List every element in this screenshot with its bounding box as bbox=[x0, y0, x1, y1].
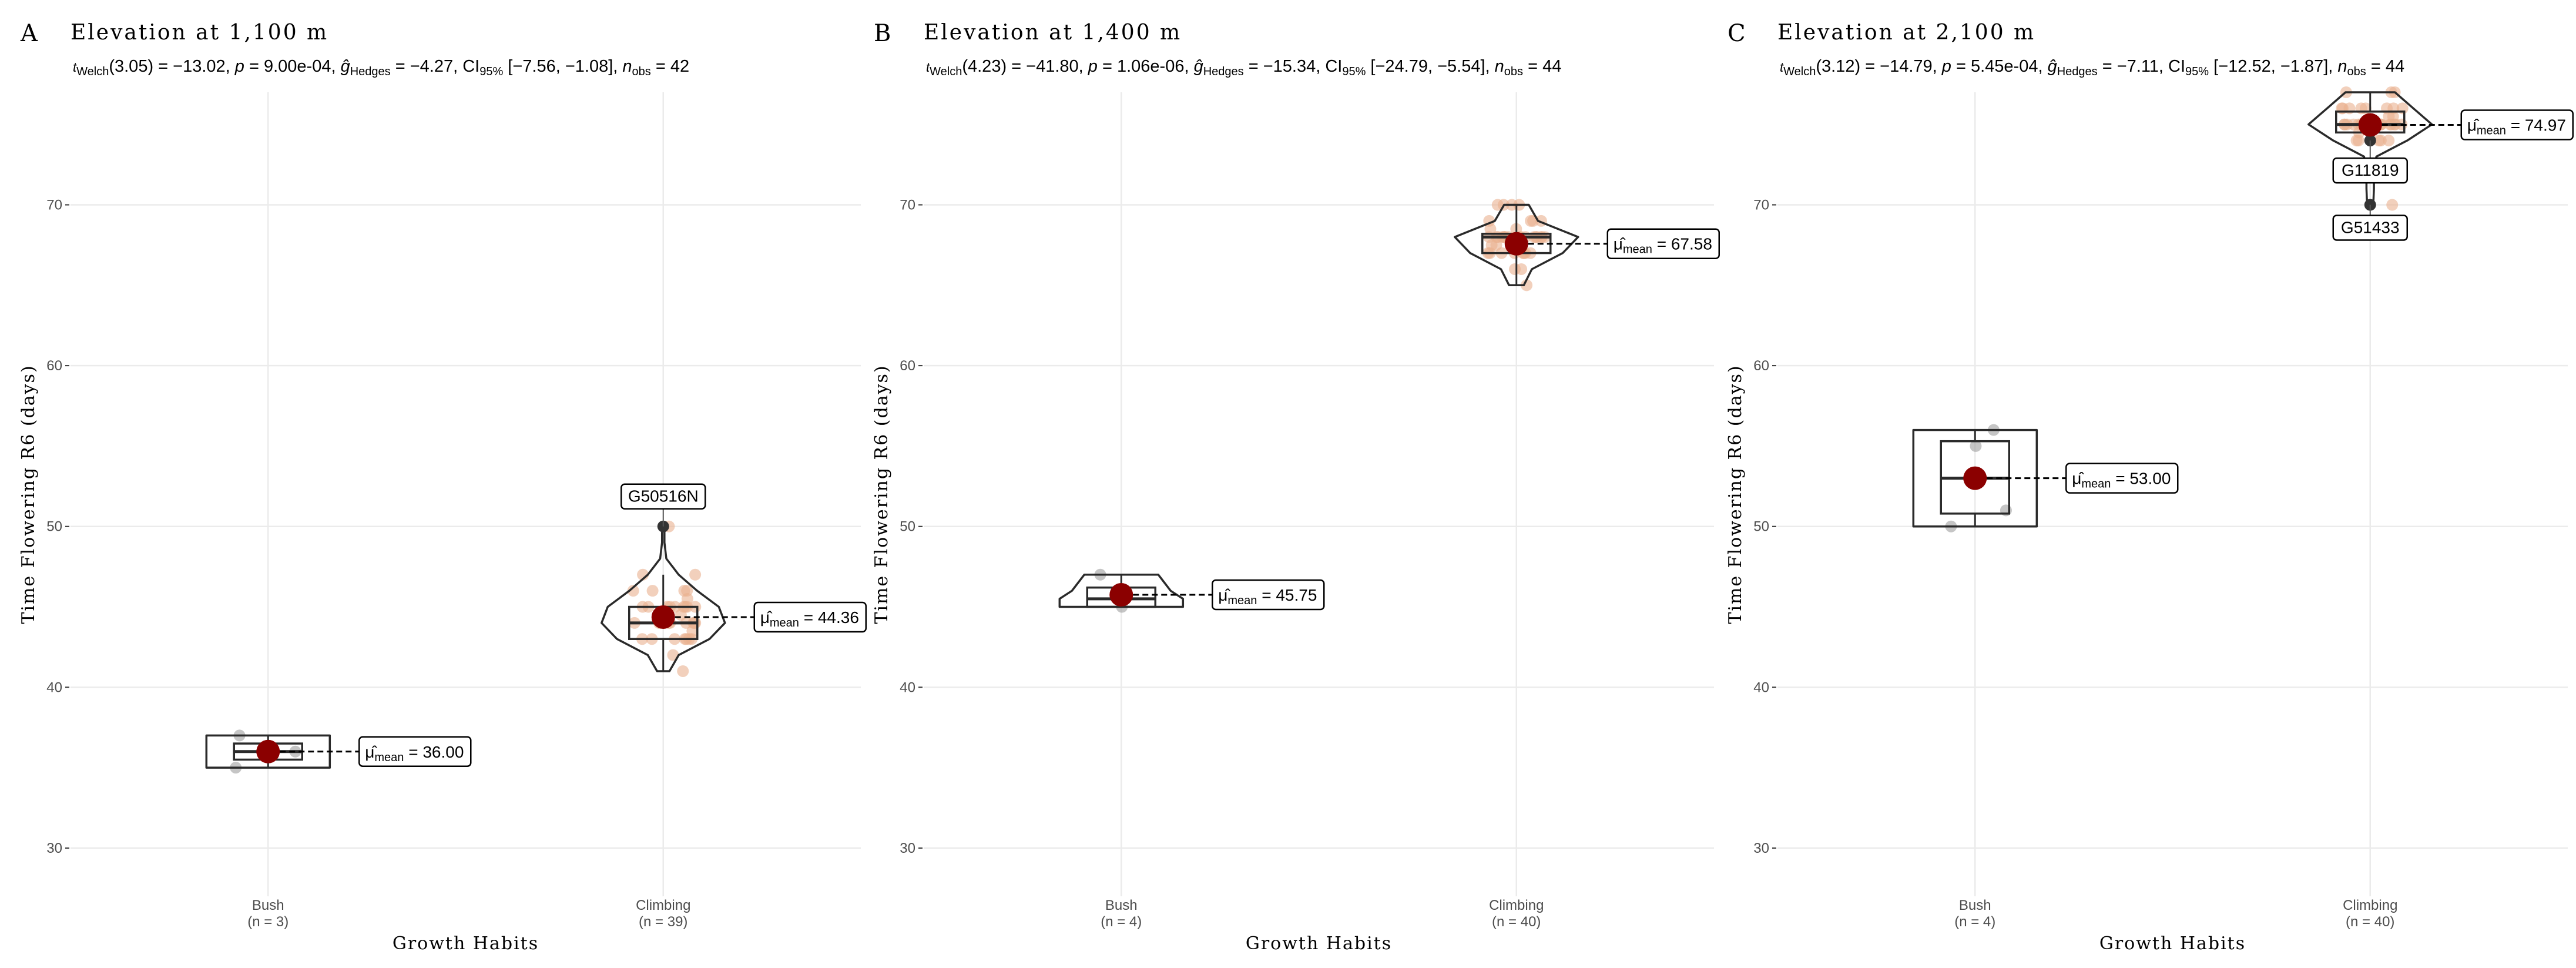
panel-subtitle: tWelch(3.12) = −14.79, p = 5.45e-04, ĝHe… bbox=[1780, 57, 2404, 78]
x-axis-title: Growth Habits bbox=[2099, 933, 2246, 954]
outlier-label: G50516N bbox=[628, 487, 699, 505]
panel-letter: C bbox=[1728, 20, 1746, 47]
y-tick-label: 70 bbox=[900, 197, 915, 213]
y-tick-label: 50 bbox=[1753, 519, 1769, 535]
mean-label: μ̂mean = 44.36 bbox=[760, 608, 859, 629]
mean-dot bbox=[1504, 232, 1528, 256]
data-point bbox=[689, 568, 702, 581]
mean-label-box bbox=[358, 736, 472, 768]
mean-label-box bbox=[753, 601, 867, 633]
violin bbox=[205, 734, 331, 769]
x-tick-label: Bush bbox=[252, 897, 284, 913]
x-tick-count: (n = 4) bbox=[1954, 914, 1995, 930]
data-point bbox=[2383, 135, 2395, 147]
mean-dot bbox=[2358, 113, 2382, 137]
mean-label-box bbox=[1606, 228, 1720, 259]
violin bbox=[1912, 428, 2038, 528]
x-tick-label: Climbing bbox=[1489, 897, 1544, 913]
panel-title: Elevation at 1,100 m bbox=[71, 21, 328, 45]
y-axis-title: Time Flowering R6 (days) bbox=[871, 364, 892, 624]
data-point bbox=[646, 585, 659, 597]
outlier-label-box bbox=[2332, 215, 2408, 241]
group-bush: μ̂mean = 53.00 bbox=[1912, 424, 2179, 532]
y-tick-label: 60 bbox=[1753, 358, 1769, 374]
group-climbing: G50516N μ̂mean = 44.36 bbox=[601, 483, 867, 677]
violin bbox=[1058, 574, 1185, 608]
x-tick-label: Climbing bbox=[636, 897, 690, 913]
x-tick-count: (n = 4) bbox=[1101, 914, 1142, 930]
panel-letter: B bbox=[874, 20, 891, 47]
data-point bbox=[627, 585, 639, 597]
y-tick-label: 40 bbox=[1753, 679, 1769, 695]
y-axis-title: Time Flowering R6 (days) bbox=[18, 364, 39, 624]
data-point bbox=[681, 585, 693, 597]
panel-title: Elevation at 2,100 m bbox=[1777, 21, 2035, 45]
data-point bbox=[1521, 279, 1533, 292]
y-tick-label: 70 bbox=[1753, 197, 1769, 213]
outlier-label: G51433 bbox=[2341, 219, 2400, 237]
mean-dot bbox=[1109, 583, 1133, 607]
panel-letter: A bbox=[20, 20, 38, 47]
outlier-label: G11819 bbox=[2342, 161, 2399, 179]
mean-label: μ̂mean = 74.97 bbox=[2467, 116, 2566, 138]
panel-subtitle: tWelch(4.23) = −41.80, p = 1.06e-06, ĝHe… bbox=[926, 57, 1561, 78]
y-tick-label: 30 bbox=[900, 840, 915, 856]
group-climbing: μ̂mean = 67.58 bbox=[1454, 199, 1720, 292]
panel-a: 30 40 50 60 70 A Elevation at 1,100 m tWelch(3.… bbox=[18, 20, 867, 954]
mean-label: μ̂mean = 36.00 bbox=[365, 743, 464, 764]
mean-dot bbox=[651, 605, 675, 629]
mean-label: μ̂mean = 67.58 bbox=[1614, 235, 1712, 256]
panel-c: 30 40 50 60 70 C Elevation at 2,100 m tWelch(3.… bbox=[1725, 20, 2574, 954]
y-tick-label: 40 bbox=[46, 679, 62, 695]
panel-title: Elevation at 1,400 m bbox=[924, 21, 1182, 45]
violin bbox=[1454, 203, 1579, 287]
x-tick-count: (n = 40) bbox=[1492, 914, 1541, 930]
x-axis-title: Growth Habits bbox=[1246, 933, 1392, 954]
group-climbing: G11819 G51433 μ̂mean = 74.97 bbox=[2307, 86, 2574, 241]
y-tick-label: 70 bbox=[46, 197, 62, 213]
y-tick-label: 40 bbox=[900, 679, 915, 695]
x-tick-label: Bush bbox=[1105, 897, 1138, 913]
x-tick-count: (n = 39) bbox=[639, 914, 687, 930]
mean-label: μ̂mean = 45.75 bbox=[1218, 586, 1317, 607]
mean-dot bbox=[256, 739, 280, 763]
x-axis-title: Growth Habits bbox=[393, 933, 539, 954]
mean-dot bbox=[1963, 466, 1987, 490]
y-tick-label: 60 bbox=[46, 358, 62, 374]
mean-label-box bbox=[1212, 579, 1325, 611]
mean-label-box bbox=[2460, 109, 2574, 140]
x-tick-label: Bush bbox=[1959, 897, 1991, 913]
y-tick-label: 50 bbox=[900, 519, 915, 535]
y-tick-label: 50 bbox=[46, 519, 62, 535]
outlier-label-box bbox=[620, 483, 706, 510]
outlier-label-box bbox=[2332, 157, 2408, 184]
mean-label: μ̂mean = 53.00 bbox=[2072, 470, 2171, 491]
panel-subtitle: tWelch(3.05) = −13.02, p = 9.00e-04, ĝHe… bbox=[73, 57, 689, 78]
group-bush: μ̂mean = 45.75 bbox=[1058, 568, 1325, 613]
panel-b: 30 40 50 60 70 B Elevation at 1,400 m tWelch(4.… bbox=[871, 20, 1720, 954]
data-point bbox=[677, 665, 689, 677]
y-tick-label: 30 bbox=[46, 840, 62, 856]
y-axis-title: Time Flowering R6 (days) bbox=[1725, 364, 1746, 624]
y-tick-label: 30 bbox=[1753, 840, 1769, 856]
group-bush: μ̂mean = 36.00 bbox=[205, 729, 472, 774]
data-point bbox=[1970, 440, 1982, 452]
x-tick-count: (n = 3) bbox=[247, 914, 289, 930]
x-tick-label: Climbing bbox=[2343, 897, 2397, 913]
mean-label-box bbox=[2065, 463, 2179, 494]
y-tick-label: 60 bbox=[900, 358, 915, 374]
data-point bbox=[2350, 135, 2363, 147]
x-tick-count: (n = 40) bbox=[2346, 914, 2394, 930]
data-point bbox=[1515, 263, 1528, 275]
data-point bbox=[2386, 199, 2399, 211]
